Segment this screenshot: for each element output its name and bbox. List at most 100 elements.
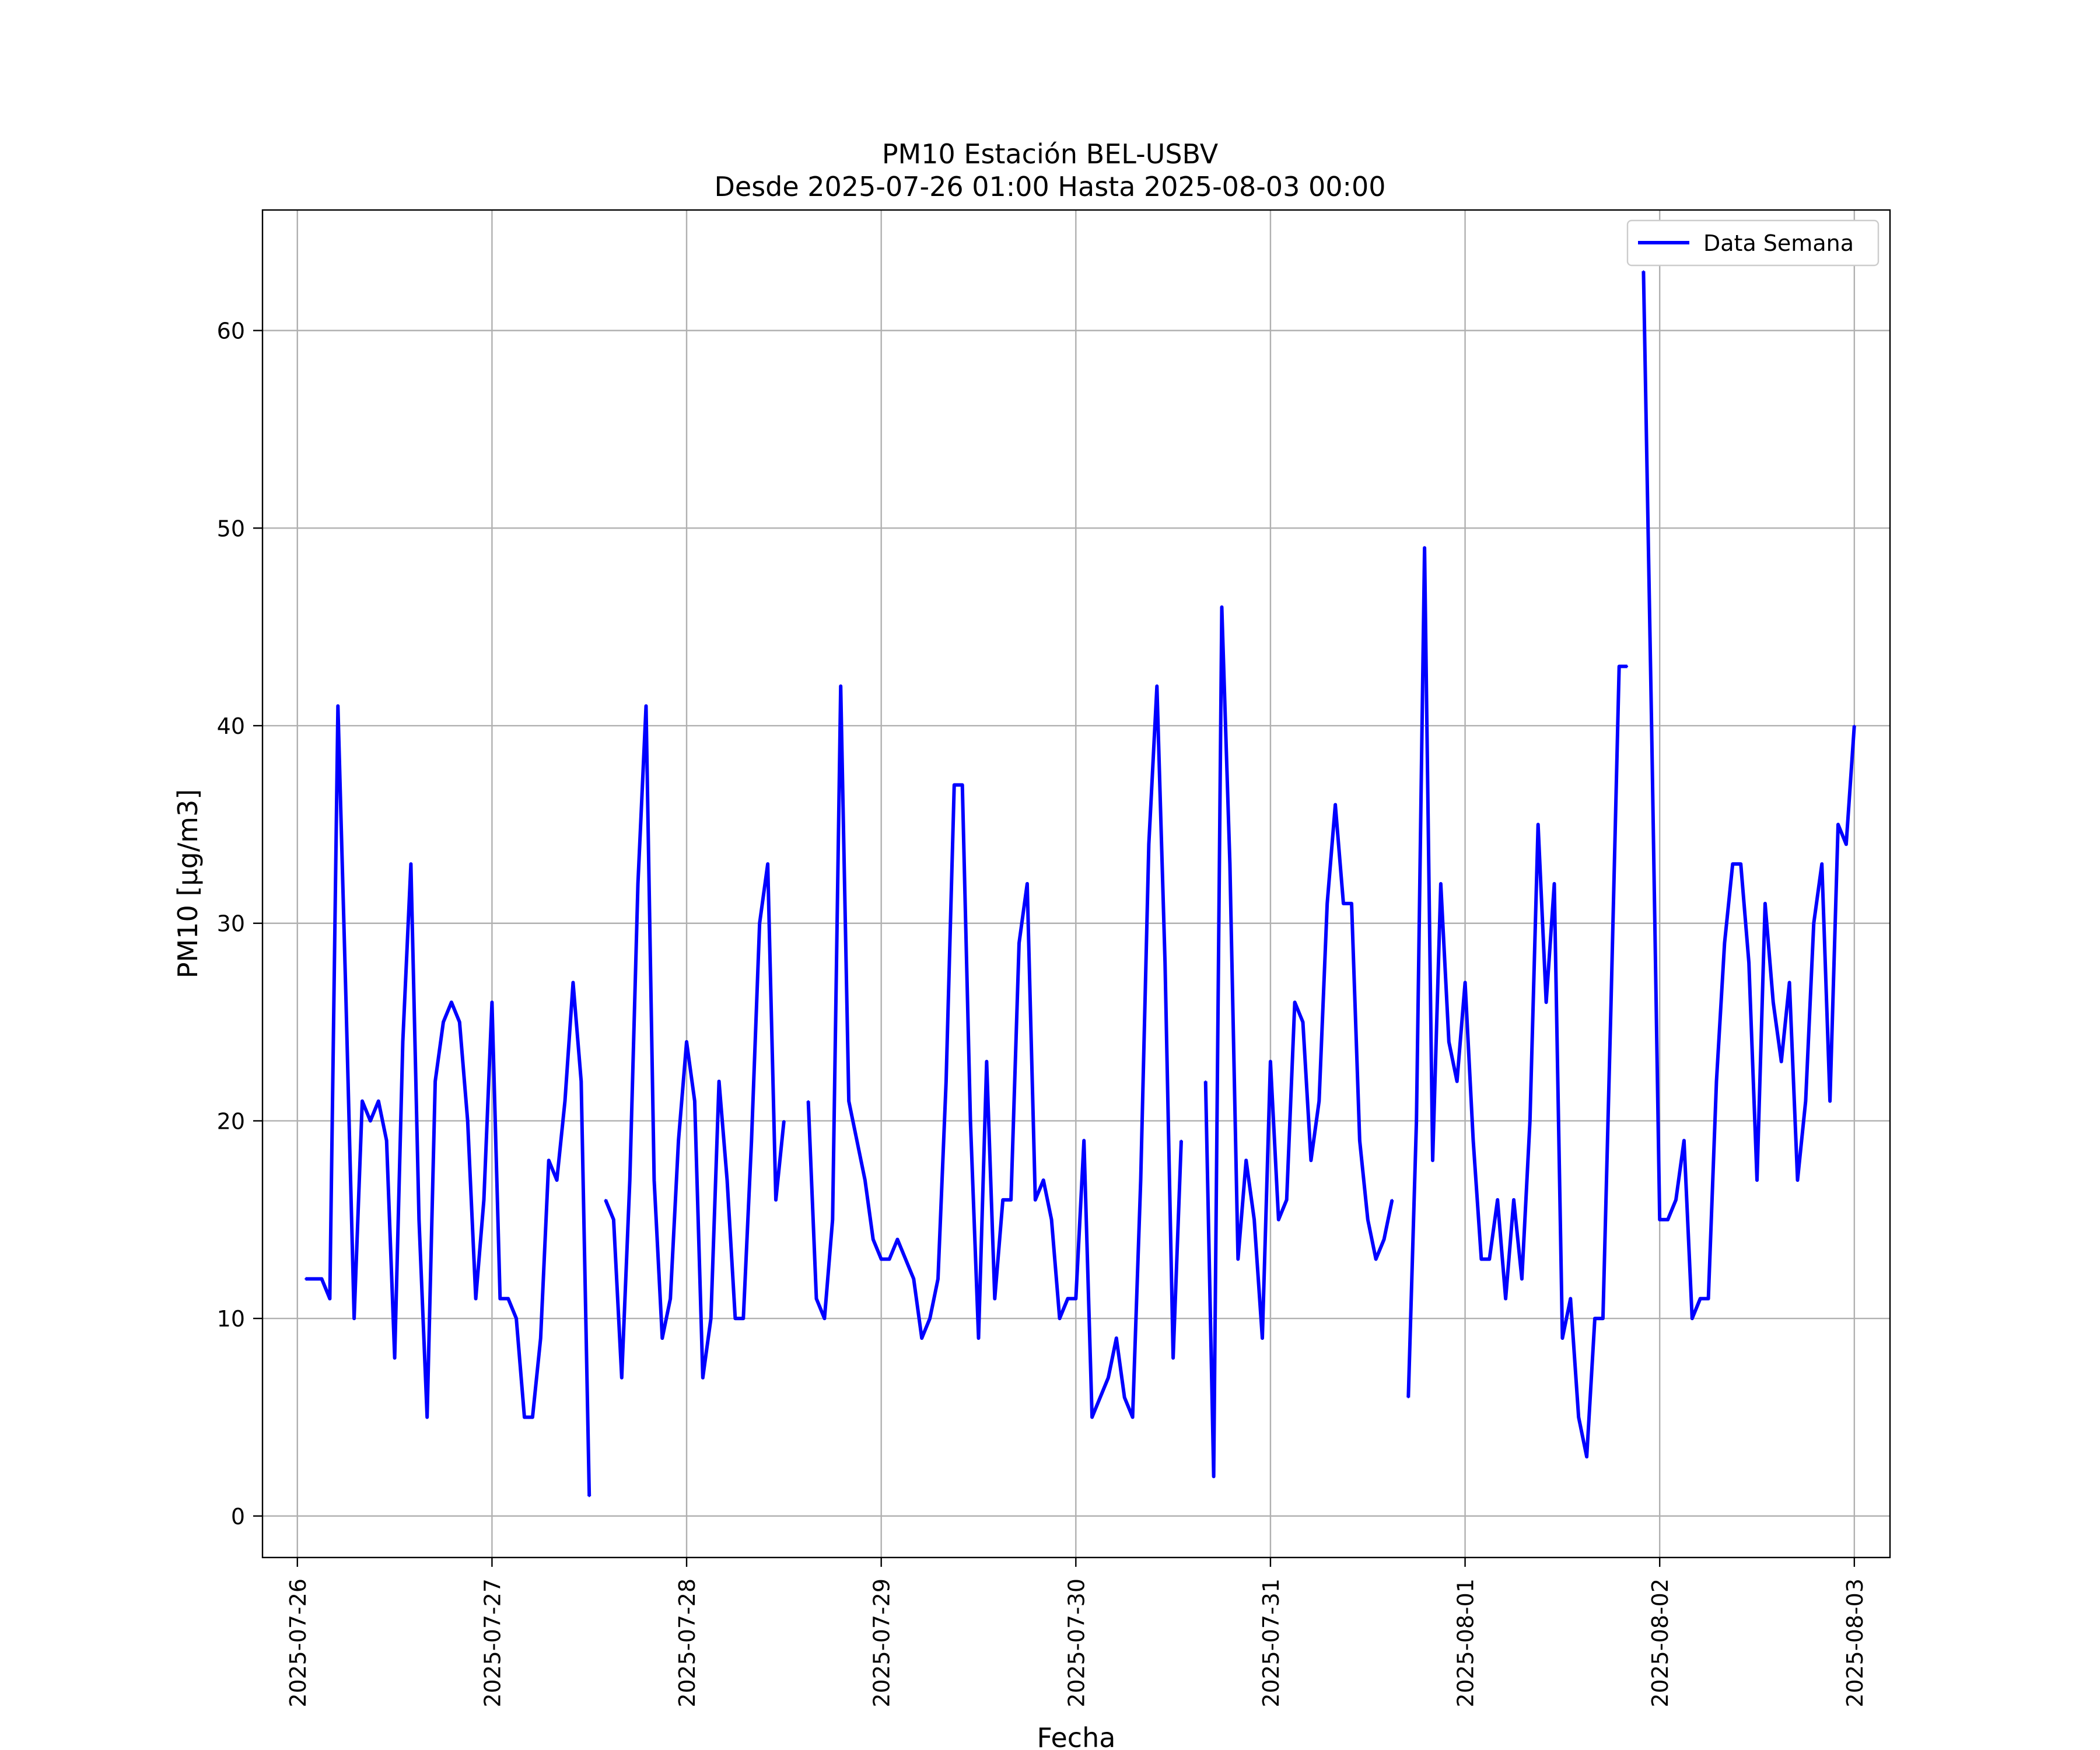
data-point xyxy=(1642,270,1644,272)
data-point xyxy=(921,1337,923,1339)
legend-box xyxy=(1626,219,1880,267)
data-point xyxy=(1367,1219,1369,1221)
data-point xyxy=(1764,902,1766,905)
data-point xyxy=(1310,1159,1312,1161)
data-point xyxy=(661,1337,663,1339)
data-point xyxy=(540,1337,542,1339)
data-point xyxy=(1245,1159,1247,1161)
data-point xyxy=(580,1080,582,1083)
data-point xyxy=(978,1337,979,1339)
data-point xyxy=(361,1100,363,1102)
data-point xyxy=(1480,1258,1482,1260)
data-point xyxy=(475,1297,477,1300)
data-point xyxy=(1164,962,1166,964)
data-point xyxy=(1407,1396,1409,1399)
data-point xyxy=(1521,1278,1523,1280)
legend-label-data-semana: Data Semana xyxy=(1703,230,1854,256)
data-point xyxy=(880,1258,883,1260)
x-tick-label: 2025-08-01 xyxy=(1453,1578,1479,1707)
data-point xyxy=(1529,1120,1531,1122)
data-point xyxy=(945,1080,947,1083)
data-point xyxy=(823,1317,825,1320)
data-point xyxy=(1513,1199,1515,1201)
data-point xyxy=(1018,942,1020,944)
data-point xyxy=(856,1139,858,1142)
data-point xyxy=(386,1139,388,1142)
data-point xyxy=(1853,724,1856,727)
data-point xyxy=(313,1278,315,1280)
data-point xyxy=(1091,1416,1093,1418)
data-point xyxy=(993,1297,996,1300)
data-point xyxy=(1845,843,1847,845)
data-point xyxy=(1269,1060,1272,1063)
data-point xyxy=(1561,1337,1563,1339)
data-point xyxy=(1496,1199,1499,1201)
data-point xyxy=(1140,1179,1142,1181)
data-point xyxy=(328,1297,331,1300)
data-point xyxy=(499,1297,501,1300)
data-point xyxy=(1504,1297,1507,1300)
data-point xyxy=(1812,922,1815,925)
x-tick-label: 2025-07-28 xyxy=(674,1578,700,1707)
data-point xyxy=(515,1317,517,1320)
data-point xyxy=(1375,1258,1377,1260)
data-point xyxy=(1650,724,1653,727)
x-tick-label: 2025-07-31 xyxy=(1258,1578,1284,1707)
x-tick-label: 2025-07-29 xyxy=(869,1578,895,1707)
legend: Data Semana xyxy=(1626,219,1880,267)
data-point xyxy=(1237,1258,1239,1260)
data-point xyxy=(1448,1041,1450,1043)
data-point xyxy=(702,1377,704,1379)
data-point xyxy=(677,1139,680,1142)
data-point xyxy=(1132,1416,1134,1418)
data-point xyxy=(669,1297,671,1300)
data-point xyxy=(1602,1317,1604,1320)
data-point xyxy=(442,1021,444,1023)
data-point xyxy=(523,1416,526,1418)
data-point xyxy=(1594,1317,1596,1320)
data-point xyxy=(1569,1297,1572,1300)
y-tick-label: 40 xyxy=(217,713,245,739)
data-point xyxy=(1318,1100,1320,1102)
data-point xyxy=(1464,981,1466,984)
data-point xyxy=(621,1377,623,1379)
data-point xyxy=(1010,1199,1012,1201)
data-point xyxy=(1780,1060,1783,1063)
data-point xyxy=(1432,1159,1434,1161)
data-point xyxy=(1537,823,1539,825)
data-point xyxy=(726,1179,728,1181)
data-point xyxy=(1731,863,1734,865)
data-point xyxy=(1156,685,1158,687)
y-tick-label: 60 xyxy=(217,318,245,344)
data-point xyxy=(1618,665,1620,667)
data-point xyxy=(710,1317,712,1320)
data-point xyxy=(1788,981,1791,984)
x-tick-label: 2025-07-27 xyxy=(480,1578,505,1707)
data-point xyxy=(645,705,647,707)
data-point xyxy=(734,1317,736,1320)
data-point xyxy=(912,1278,915,1280)
data-point xyxy=(1821,863,1823,865)
data-point xyxy=(588,1495,590,1497)
data-point xyxy=(816,1297,817,1300)
data-point xyxy=(572,981,574,984)
data-point xyxy=(1083,1139,1085,1142)
data-point xyxy=(1675,1199,1677,1201)
data-point xyxy=(556,1179,558,1181)
data-point xyxy=(1099,1396,1101,1399)
data-point xyxy=(1829,1100,1831,1102)
data-point xyxy=(1772,1001,1774,1003)
data-point xyxy=(1180,1139,1182,1142)
data-point xyxy=(612,1219,615,1221)
data-point xyxy=(897,1238,898,1241)
data-point xyxy=(961,784,964,786)
data-point xyxy=(507,1297,509,1300)
data-point xyxy=(888,1258,891,1260)
data-point xyxy=(1074,1297,1077,1300)
data-point xyxy=(531,1416,534,1418)
data-point xyxy=(1261,1337,1264,1339)
data-point xyxy=(402,1041,404,1043)
axis-ticks: 2025-07-26 2025-07-27 2025-07-28 2025-07-29… xyxy=(217,318,1868,1707)
